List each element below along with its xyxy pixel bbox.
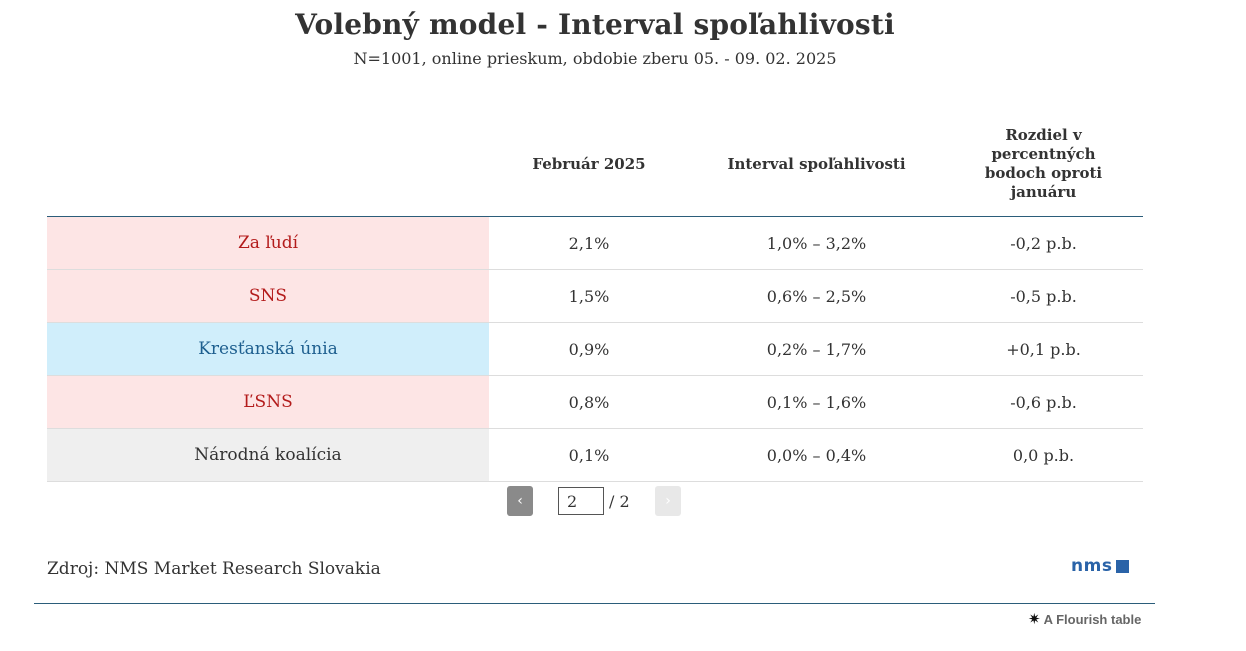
- table-row: ĽSNS 0,8% 0,1% – 1,6% -0,6 p.b.: [47, 375, 1143, 429]
- party-name-cell: ĽSNS: [47, 375, 489, 429]
- diff-cell: 0,0 p.b.: [944, 428, 1143, 482]
- flourish-star-icon: ✷: [1028, 610, 1041, 628]
- page-number-input[interactable]: [558, 487, 604, 515]
- header-party[interactable]: [47, 112, 489, 217]
- header-difference[interactable]: Rozdiel v percentných bodoch oproti janu…: [944, 112, 1143, 217]
- interval-cell: 0,2% – 1,7%: [689, 322, 944, 376]
- header-interval[interactable]: Interval spoľahlivosti: [689, 112, 944, 217]
- source-note: Zdroj: NMS Market Research Slovakia: [47, 559, 381, 579]
- table-row: Za ľudí 2,1% 1,0% – 3,2% -0,2 p.b.: [47, 216, 1143, 270]
- interval-cell: 0,1% – 1,6%: [689, 375, 944, 429]
- logo-text: nms: [1071, 556, 1113, 576]
- header-february-2025[interactable]: Február 2025: [489, 112, 689, 217]
- flourish-credit-link[interactable]: ✷ A Flourish table: [1028, 610, 1141, 628]
- diff-cell: -0,5 p.b.: [944, 269, 1143, 323]
- table-row: SNS 1,5% 0,6% – 2,5% -0,5 p.b.: [47, 269, 1143, 323]
- value-cell: 2,1%: [489, 216, 689, 270]
- logo-square-icon: [1116, 559, 1130, 573]
- chevron-left-icon: ‹: [517, 493, 523, 509]
- value-cell: 0,8%: [489, 375, 689, 429]
- diff-cell: -0,6 p.b.: [944, 375, 1143, 429]
- table-row: Národná koalícia 0,1% 0,0% – 0,4% 0,0 p.…: [47, 428, 1143, 482]
- diff-cell: -0,2 p.b.: [944, 216, 1143, 270]
- footer-divider: [34, 603, 1155, 604]
- party-name-cell: Národná koalícia: [47, 428, 489, 482]
- value-cell: 1,5%: [489, 269, 689, 323]
- pagination: ‹ / 2 ›: [507, 486, 681, 516]
- table-row: Kresťanská únia 0,9% 0,2% – 1,7% +0,1 p.…: [47, 322, 1143, 376]
- interval-cell: 0,6% – 2,5%: [689, 269, 944, 323]
- party-name-cell: SNS: [47, 269, 489, 323]
- interval-cell: 1,0% – 3,2%: [689, 216, 944, 270]
- value-cell: 0,1%: [489, 428, 689, 482]
- diff-cell: +0,1 p.b.: [944, 322, 1143, 376]
- page-title: Volebný model - Interval spoľahlivosti: [295, 8, 895, 41]
- next-page-button[interactable]: ›: [655, 486, 681, 516]
- chevron-right-icon: ›: [665, 493, 671, 509]
- page-total: / 2: [609, 491, 630, 511]
- value-cell: 0,9%: [489, 322, 689, 376]
- interval-cell: 0,0% – 0,4%: [689, 428, 944, 482]
- nms-logo: nms: [1071, 556, 1130, 576]
- party-name-cell: Kresťanská únia: [47, 322, 489, 376]
- page-subtitle: N=1001, online prieskum, obdobie zberu 0…: [353, 49, 837, 68]
- flourish-label: A Flourish table: [1043, 611, 1142, 627]
- table-header-row: Február 2025 Interval spoľahlivosti Rozd…: [47, 112, 1143, 217]
- party-name-cell: Za ľudí: [47, 216, 489, 270]
- previous-page-button[interactable]: ‹: [507, 486, 533, 516]
- results-table: Február 2025 Interval spoľahlivosti Rozd…: [47, 112, 1143, 482]
